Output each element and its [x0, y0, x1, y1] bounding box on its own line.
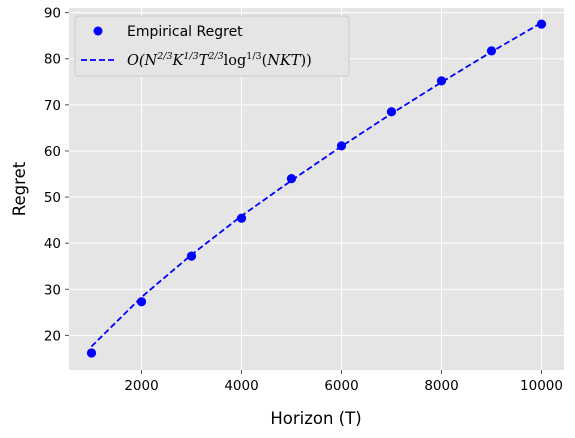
empirical-point — [186, 251, 197, 261]
empirical-point — [236, 213, 247, 223]
y-tick-label: 40 — [44, 236, 61, 252]
x-axis-label: Horizon (T) — [270, 409, 361, 428]
x-axis-ticks: 2000 4000 6000 8000 10000 — [124, 370, 563, 394]
empirical-point — [286, 174, 297, 184]
y-axis-ticks: 20 30 40 50 60 70 80 90 — [44, 6, 69, 344]
empirical-point — [486, 46, 497, 56]
x-tick-label: 2000 — [124, 378, 158, 394]
empirical-point — [436, 76, 447, 86]
empirical-point — [136, 297, 147, 307]
x-tick-label: 4000 — [224, 378, 258, 394]
x-tick-label: 8000 — [424, 378, 458, 394]
empirical-point — [86, 348, 97, 358]
y-tick-label: 30 — [44, 282, 61, 298]
empirical-point — [336, 141, 347, 151]
y-axis-label: Regret — [10, 161, 29, 216]
y-tick-label: 60 — [44, 144, 61, 160]
legend-label-empirical: Empirical Regret — [127, 24, 243, 40]
y-tick-label: 90 — [44, 6, 61, 22]
y-tick-label: 50 — [44, 190, 61, 206]
series-layer — [86, 19, 547, 358]
empirical-point — [386, 107, 397, 117]
x-tick-label: 10000 — [520, 378, 563, 394]
legend-box — [74, 15, 350, 77]
legend: Empirical Regret O(N2/3K1/3T2/3log1/3(NK… — [74, 15, 350, 77]
legend-marker-empirical — [93, 26, 103, 36]
y-tick-label: 20 — [44, 328, 61, 344]
bound-curve — [90, 21, 542, 348]
y-tick-label: 70 — [44, 98, 61, 114]
x-tick-label: 6000 — [324, 378, 358, 394]
y-tick-label: 80 — [44, 52, 61, 68]
empirical-point — [536, 19, 547, 29]
legend-label-bound: O(N2/3K1/3T2/3log1/3(NKT)) — [127, 51, 312, 69]
